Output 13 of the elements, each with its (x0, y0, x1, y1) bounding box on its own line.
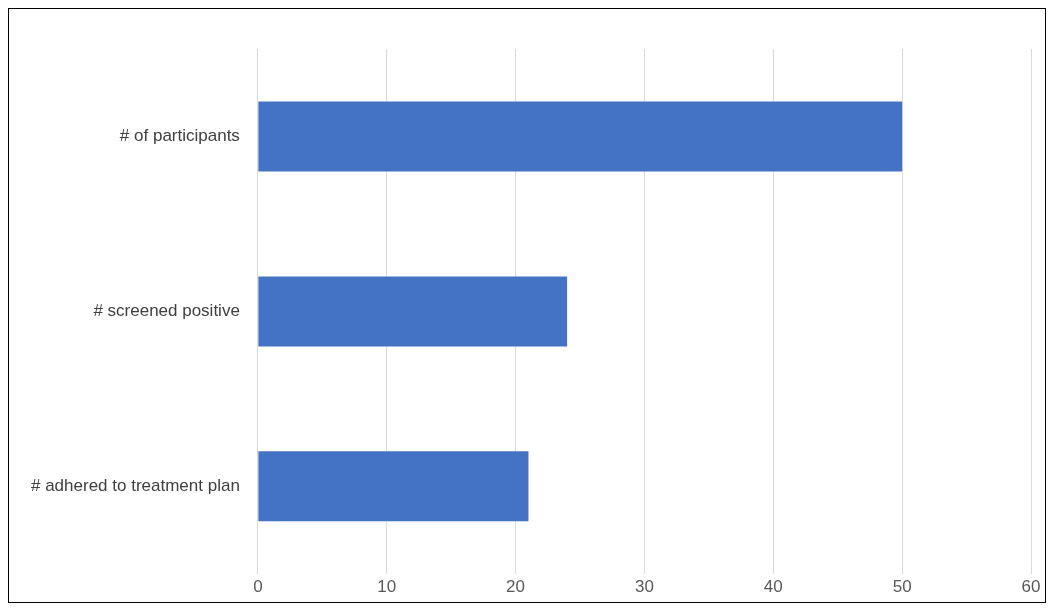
x-tick-label: 40 (763, 576, 783, 596)
bar (258, 451, 529, 522)
x-tick-label: 30 (634, 576, 654, 596)
x-tick-label: 10 (377, 576, 397, 596)
x-tick-label: 60 (1021, 576, 1041, 596)
y-tick-label: # of participants (119, 126, 240, 146)
x-tick-label: 0 (253, 576, 263, 596)
x-tick-label: 20 (506, 576, 526, 596)
bar (258, 101, 903, 172)
y-tick-label: # screened positive (93, 301, 240, 321)
x-tick-label: 50 (892, 576, 912, 596)
y-tick-label: # adhered to treatment plan (30, 476, 240, 496)
bar (258, 276, 568, 347)
